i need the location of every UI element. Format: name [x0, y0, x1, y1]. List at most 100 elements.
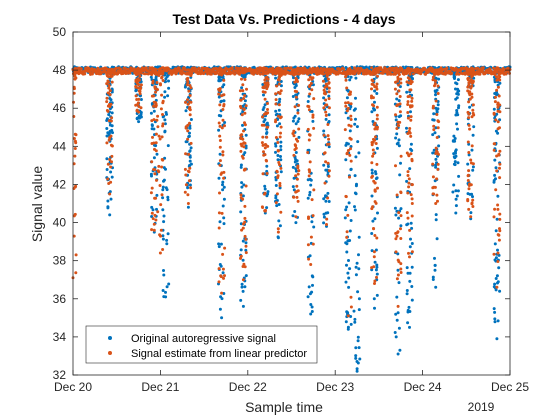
data-point — [137, 68, 141, 72]
data-point — [244, 248, 248, 252]
data-point — [243, 234, 247, 238]
data-point — [308, 292, 312, 296]
data-point — [239, 248, 243, 252]
data-point — [471, 168, 475, 172]
data-point — [353, 205, 356, 209]
data-point — [186, 79, 189, 82]
data-point — [406, 111, 410, 114]
data-point — [346, 311, 350, 315]
data-point — [291, 95, 295, 98]
data-point — [394, 113, 397, 117]
data-point — [356, 335, 360, 339]
data-point — [274, 72, 278, 76]
data-point — [435, 237, 439, 241]
data-point — [73, 154, 77, 158]
data-point — [163, 129, 167, 133]
data-point — [398, 348, 402, 352]
data-point — [470, 115, 474, 119]
data-point — [493, 317, 497, 321]
data-point — [218, 220, 222, 224]
data-point — [466, 179, 470, 182]
data-point — [436, 199, 439, 203]
data-point — [239, 196, 243, 200]
data-point — [493, 70, 497, 74]
data-point — [394, 136, 398, 140]
data-point — [158, 82, 162, 86]
data-point — [150, 123, 154, 127]
data-point — [222, 99, 226, 103]
data-point — [278, 181, 282, 185]
data-point — [410, 242, 414, 245]
data-point — [158, 233, 162, 237]
data-point — [72, 214, 76, 218]
data-point — [411, 72, 415, 76]
data-point — [138, 74, 142, 78]
data-point — [498, 110, 502, 114]
data-point — [406, 271, 410, 275]
data-point — [470, 75, 474, 79]
data-point — [160, 193, 164, 197]
data-point — [311, 242, 315, 246]
data-point — [295, 159, 299, 163]
data-point — [310, 305, 314, 309]
data-point — [72, 137, 76, 140]
data-point — [279, 89, 283, 93]
data-point — [149, 111, 153, 115]
data-point — [189, 186, 193, 190]
data-point — [492, 111, 496, 115]
data-point — [241, 83, 245, 87]
data-point — [279, 131, 282, 135]
data-point — [395, 104, 399, 108]
data-point — [218, 159, 222, 163]
data-point — [311, 76, 315, 80]
data-point — [396, 304, 400, 308]
data-point — [312, 225, 316, 229]
data-point — [344, 194, 348, 198]
data-point — [373, 260, 377, 264]
data-point — [266, 111, 270, 115]
data-point — [354, 117, 357, 121]
data-point — [374, 268, 378, 272]
data-point — [150, 215, 154, 218]
data-point — [431, 278, 435, 281]
data-point — [296, 139, 300, 143]
data-point — [453, 137, 457, 140]
x-tick-label: Dec 25 — [491, 380, 529, 394]
data-point — [470, 148, 474, 152]
data-point — [466, 198, 470, 201]
data-point — [278, 184, 282, 188]
data-point — [307, 105, 311, 109]
data-point — [436, 84, 440, 88]
data-point — [495, 69, 499, 72]
data-point — [240, 154, 244, 158]
data-point — [152, 109, 156, 113]
data-point — [294, 95, 298, 99]
data-point — [274, 201, 278, 205]
data-point — [435, 177, 439, 181]
data-point — [266, 102, 269, 105]
data-point — [407, 181, 411, 185]
data-point — [135, 116, 139, 120]
data-point — [374, 125, 378, 129]
data-point — [396, 252, 400, 256]
data-point — [278, 163, 281, 167]
data-point — [274, 76, 278, 80]
data-point — [311, 113, 315, 117]
data-point — [451, 139, 455, 143]
data-point — [241, 71, 245, 75]
data-point — [223, 121, 227, 124]
data-point — [274, 109, 278, 113]
data-point — [266, 125, 270, 129]
data-point — [239, 222, 243, 226]
data-point — [371, 154, 375, 158]
data-point — [326, 191, 330, 195]
data-point — [454, 204, 458, 208]
data-point — [470, 95, 474, 99]
data-point — [434, 157, 438, 161]
data-point — [106, 109, 110, 113]
data-point — [106, 177, 110, 181]
data-point — [493, 282, 497, 286]
data-point — [395, 127, 399, 130]
data-point — [185, 83, 189, 87]
data-point — [138, 92, 142, 96]
